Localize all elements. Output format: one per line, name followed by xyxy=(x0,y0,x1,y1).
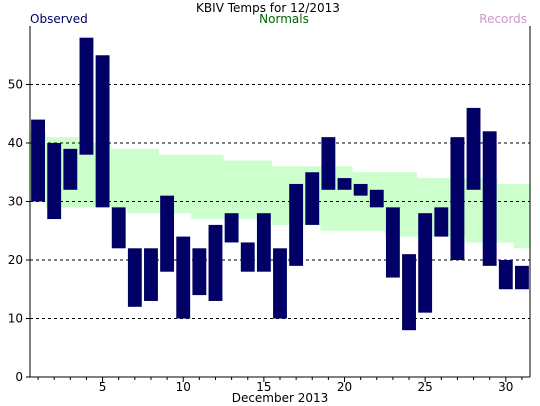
observed-bar-day-24 xyxy=(402,254,416,331)
x-tick-label-25: 25 xyxy=(418,380,433,394)
observed-bar-day-28 xyxy=(466,107,481,190)
x-tick-label-20: 20 xyxy=(337,380,352,394)
observed-bar-day-25 xyxy=(418,213,433,313)
observed-bar-day-9 xyxy=(160,195,175,272)
observed-bar-day-7 xyxy=(127,248,142,307)
legend-records: Records xyxy=(479,12,527,26)
observed-bar-day-13 xyxy=(224,213,239,243)
observed-bar-day-31 xyxy=(515,265,529,290)
observed-bar-day-19 xyxy=(321,137,336,190)
chart-title: KBIV Temps for 12/2013 xyxy=(196,1,340,15)
x-tick-label-30: 30 xyxy=(498,380,513,394)
observed-bar-day-11 xyxy=(192,248,207,296)
observed-bar-day-10 xyxy=(176,236,191,319)
observed-bar-day-26 xyxy=(434,207,449,237)
x-tick-label-15: 15 xyxy=(256,380,271,394)
y-tick-label-50: 50 xyxy=(8,78,23,92)
observed-bar-day-18 xyxy=(305,172,320,225)
observed-bar-day-1 xyxy=(31,119,45,202)
x-tick-label-10: 10 xyxy=(176,380,191,394)
observed-bar-day-4 xyxy=(79,37,94,155)
observed-bar-day-8 xyxy=(144,248,158,301)
observed-bar-day-30 xyxy=(498,260,513,290)
observed-bar-day-16 xyxy=(273,248,287,319)
y-tick-label-30: 30 xyxy=(8,195,23,209)
y-tick-label-0: 0 xyxy=(15,370,23,384)
observed-bar-day-2 xyxy=(47,143,62,220)
observed-bar-day-27 xyxy=(450,137,465,260)
observed-bar-day-21 xyxy=(353,183,368,196)
observed-bar-day-17 xyxy=(289,183,304,266)
observed-bar-day-20 xyxy=(337,178,352,190)
observed-bar-day-29 xyxy=(482,131,497,266)
observed-bar-day-3 xyxy=(63,148,78,190)
legend-normals: Normals xyxy=(259,12,309,26)
observed-bar-day-23 xyxy=(385,207,400,278)
observed-bar-day-12 xyxy=(208,224,223,301)
legend-observed: Observed xyxy=(30,12,88,26)
observed-bar-day-14 xyxy=(240,242,255,272)
x-tick-label-5: 5 xyxy=(99,380,107,394)
x-axis-label: December 2013 xyxy=(232,391,329,405)
observed-bar-day-22 xyxy=(369,189,384,208)
y-tick-label-20: 20 xyxy=(8,253,23,267)
observed-bar-day-15 xyxy=(256,213,271,272)
observed-bar-day-6 xyxy=(111,207,126,249)
y-tick-label-10: 10 xyxy=(8,312,23,326)
plot-area: 0 10 20 30 40 50 5 10 15 20 25 30 xyxy=(8,26,531,394)
y-tick-label-40: 40 xyxy=(8,136,23,150)
normals-band xyxy=(30,131,530,249)
observed-bar-day-5 xyxy=(95,55,110,208)
